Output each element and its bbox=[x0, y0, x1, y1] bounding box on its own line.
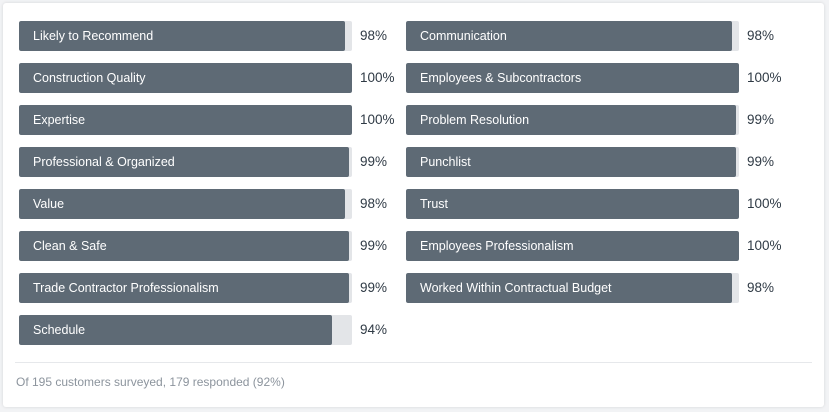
rating-bar-fill bbox=[19, 105, 352, 135]
rating-percent: 98% bbox=[747, 280, 775, 295]
rating-percent: 100% bbox=[360, 112, 395, 127]
rating-bar-fill bbox=[406, 21, 733, 51]
rating-bar-track: Schedule bbox=[19, 315, 352, 345]
rating-percent: 99% bbox=[747, 154, 775, 169]
rating-label: Communication bbox=[420, 29, 507, 43]
rating-bar-track: Communication bbox=[406, 21, 739, 51]
rating-label: Trust bbox=[420, 197, 449, 211]
rating-label: Employees Professionalism bbox=[420, 239, 574, 253]
rating-row: Expertise 100% bbox=[19, 105, 399, 137]
rating-row: Professional & Organized 99% bbox=[19, 147, 399, 179]
rating-bar-fill bbox=[406, 63, 739, 93]
rating-percent: 98% bbox=[747, 28, 775, 43]
rating-row: Employees Professionalism 100% bbox=[406, 231, 786, 263]
rating-bar-fill bbox=[19, 315, 333, 345]
rating-label: Schedule bbox=[33, 323, 86, 337]
rating-percent: 98% bbox=[360, 196, 388, 211]
rating-bar-fill bbox=[19, 189, 346, 219]
survey-results-card: Likely to Recommend 98% Construction Quali… bbox=[3, 3, 824, 407]
rating-row: Trust 100% bbox=[406, 189, 786, 221]
rating-percent: 100% bbox=[747, 196, 782, 211]
rating-label: Punchlist bbox=[420, 155, 471, 169]
rating-bar-track: Worked Within Contractual Budget bbox=[406, 273, 739, 303]
rating-bar-track: Professional & Organized bbox=[19, 147, 352, 177]
rating-bar-track: Value bbox=[19, 189, 352, 219]
rating-bar-fill bbox=[19, 273, 349, 303]
rating-row: Employees & Subcontractors 100% bbox=[406, 63, 786, 95]
rating-label: Worked Within Contractual Budget bbox=[420, 281, 612, 295]
rating-percent: 99% bbox=[360, 280, 388, 295]
rating-label: Trade Contractor Professionalism bbox=[33, 281, 219, 295]
rating-percent: 100% bbox=[747, 238, 782, 253]
rating-bar-track: Trade Contractor Professionalism bbox=[19, 273, 352, 303]
rating-label: Clean & Safe bbox=[33, 239, 107, 253]
rating-label: Value bbox=[33, 197, 65, 211]
rating-label: Employees & Subcontractors bbox=[420, 71, 582, 85]
rating-bar-track: Clean & Safe bbox=[19, 231, 352, 261]
rating-bar-track: Likely to Recommend bbox=[19, 21, 352, 51]
rating-row: Schedule 94% bbox=[19, 315, 399, 347]
rating-bar-fill bbox=[19, 231, 349, 261]
rating-bar-fill bbox=[19, 21, 346, 51]
rating-label: Problem Resolution bbox=[420, 113, 530, 127]
rating-bar-track: Employees & Subcontractors bbox=[406, 63, 739, 93]
rating-row: Problem Resolution 99% bbox=[406, 105, 786, 137]
rating-row: Value 98% bbox=[19, 189, 399, 221]
rating-percent: 99% bbox=[747, 112, 775, 127]
rating-row: Likely to Recommend 98% bbox=[19, 21, 399, 53]
rating-bar-track: Trust bbox=[406, 189, 739, 219]
survey-footer-text: Of 195 customers surveyed, 179 responded… bbox=[16, 375, 285, 389]
rating-percent: 100% bbox=[747, 70, 782, 85]
rating-bar-fill bbox=[19, 63, 352, 93]
rating-label: Construction Quality bbox=[33, 71, 146, 85]
rating-bar-fill bbox=[406, 147, 736, 177]
rating-percent: 99% bbox=[360, 238, 388, 253]
divider bbox=[15, 362, 812, 363]
rating-row: Communication 98% bbox=[406, 21, 786, 53]
rating-percent: 94% bbox=[360, 322, 388, 337]
rating-bar-track: Employees Professionalism bbox=[406, 231, 739, 261]
rating-label: Likely to Recommend bbox=[33, 29, 154, 43]
rating-bar-track: Punchlist bbox=[406, 147, 739, 177]
rating-label: Expertise bbox=[33, 113, 86, 127]
rating-bar-track: Construction Quality bbox=[19, 63, 352, 93]
rating-label: Professional & Organized bbox=[33, 155, 175, 169]
rating-percent: 98% bbox=[360, 28, 388, 43]
rating-bar-fill bbox=[406, 231, 739, 261]
rating-bar-fill bbox=[406, 105, 736, 135]
rating-row: Trade Contractor Professionalism 99% bbox=[19, 273, 399, 305]
rating-percent: 100% bbox=[360, 70, 395, 85]
rating-bar-fill bbox=[406, 273, 733, 303]
rating-row: Punchlist 99% bbox=[406, 147, 786, 179]
rating-row: Construction Quality 100% bbox=[19, 63, 399, 95]
rating-row: Worked Within Contractual Budget 98% bbox=[406, 273, 786, 305]
rating-bar-track: Problem Resolution bbox=[406, 105, 739, 135]
rating-bar-fill bbox=[406, 189, 739, 219]
rating-percent: 99% bbox=[360, 154, 388, 169]
rating-bar-track: Expertise bbox=[19, 105, 352, 135]
rating-bar-fill bbox=[19, 147, 349, 177]
rating-row: Clean & Safe 99% bbox=[19, 231, 399, 263]
